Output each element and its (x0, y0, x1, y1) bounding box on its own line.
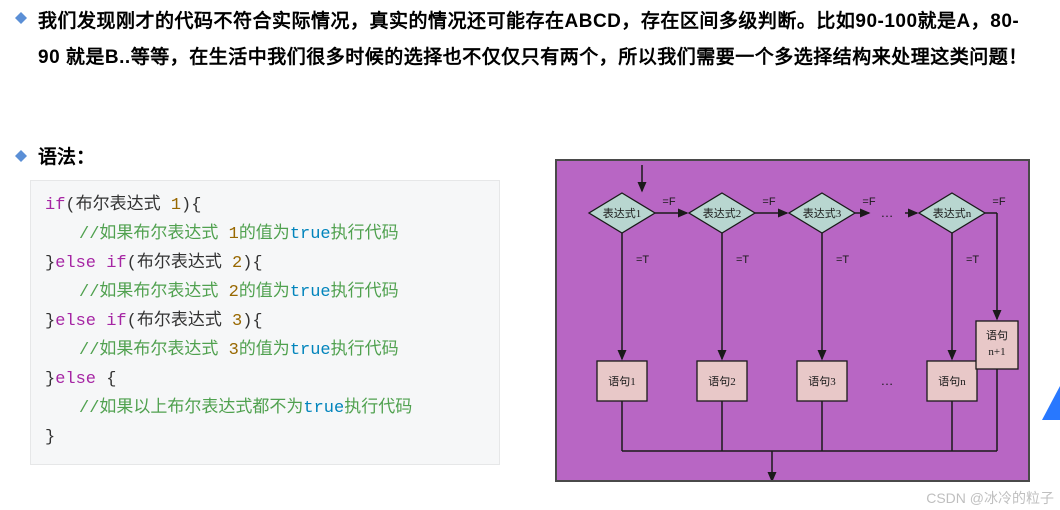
syntax-heading: 语法： (38, 142, 95, 169)
svg-text:=F: =F (862, 196, 875, 208)
svg-text:语句3: 语句3 (808, 375, 836, 388)
svg-text:=F: =F (992, 196, 1005, 208)
flowchart-diagram: 表达式1 =F =T 语句1 表达式2 =F =T 语句2 表达式3 =F =T … 语句3 表达式n =F… (555, 159, 1030, 482)
svg-text:=T: =T (966, 254, 979, 266)
svg-text:语句: 语句 (986, 329, 1008, 342)
svg-text:…: … (881, 205, 894, 220)
bullet-icon (15, 12, 27, 24)
svg-text:=F: =F (762, 196, 775, 208)
code-block: if(布尔表达式 1){ //如果布尔表达式 1的值为true执行代码 }els… (30, 180, 500, 465)
svg-text:表达式1: 表达式1 (603, 206, 642, 220)
svg-text:表达式2: 表达式2 (703, 206, 742, 220)
svg-text:表达式n: 表达式n (933, 206, 972, 220)
corner-decoration (1042, 386, 1060, 420)
svg-text:语句1: 语句1 (608, 375, 636, 388)
svg-text:…: … (881, 373, 894, 388)
svg-text:n+1: n+1 (988, 346, 1005, 358)
watermark-text: CSDN @冰冷的粒子 (926, 488, 1054, 508)
intro-paragraph: 我们发现刚才的代码不符合实际情况，真实的情况还可能存在ABCD，存在区间多级判断… (38, 4, 1038, 76)
svg-text:表达式3: 表达式3 (803, 206, 842, 220)
svg-text:语句2: 语句2 (708, 375, 736, 388)
svg-text:=T: =T (836, 254, 849, 266)
bullet-icon (15, 150, 27, 162)
svg-text:=F: =F (662, 196, 675, 208)
svg-text:语句n: 语句n (938, 375, 966, 388)
svg-text:=T: =T (736, 254, 749, 266)
svg-text:=T: =T (636, 254, 649, 266)
